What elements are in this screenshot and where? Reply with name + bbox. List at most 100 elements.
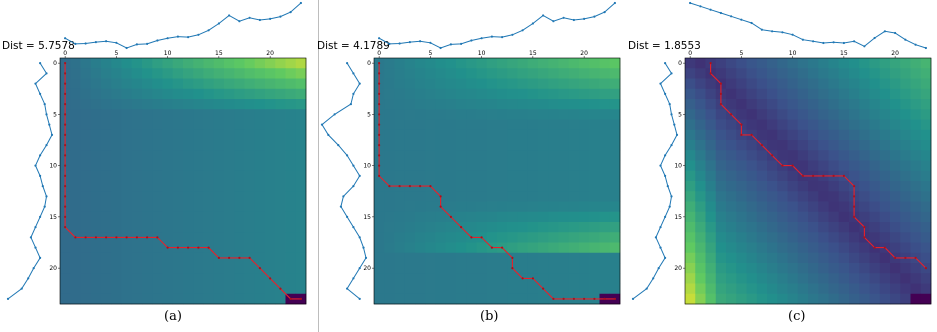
left-series-point: [645, 287, 648, 290]
heatmap-cell: [797, 68, 809, 79]
heatmap-cell: [859, 242, 870, 254]
heatmap-cell: [394, 211, 406, 223]
heatmap-cell: [609, 160, 621, 172]
heatmap-cell: [838, 283, 850, 295]
heatmap-cell: [507, 242, 518, 254]
heatmap-cell: [466, 211, 477, 223]
heatmap-cell: [435, 109, 447, 120]
left-series-point: [327, 133, 330, 136]
warping-path-point: [853, 205, 856, 208]
top-series-point: [238, 20, 241, 23]
heatmap-cell: [70, 201, 81, 213]
heatmap-cell: [517, 150, 529, 161]
heatmap-cell: [777, 88, 788, 100]
heatmap-cell: [849, 58, 860, 69]
heatmap-cell: [152, 170, 163, 182]
top-series-point: [125, 46, 128, 50]
heatmap-cell: [152, 201, 163, 213]
left-series-point: [346, 287, 349, 290]
heatmap-cell: [80, 273, 92, 284]
warping-path-point: [84, 236, 87, 239]
warping-path-point: [115, 236, 118, 239]
heatmap-cell: [70, 129, 81, 141]
heatmap-cell: [384, 222, 395, 233]
heatmap-cell: [435, 283, 447, 295]
heatmap-cell: [695, 232, 706, 243]
heatmap-cell: [828, 263, 840, 274]
heatmap-cell: [90, 263, 102, 274]
heatmap-cell: [890, 191, 901, 202]
top-series-point: [176, 35, 179, 38]
warping-path-point: [64, 144, 67, 147]
warping-path-point: [197, 246, 200, 249]
heatmap-cell: [486, 99, 498, 110]
heatmap-cell: [746, 109, 758, 120]
heatmap-cell: [507, 211, 518, 223]
heatmap-cell: [599, 119, 611, 131]
left-series-point: [668, 205, 671, 208]
heatmap-cell: [193, 263, 204, 274]
heatmap-cell: [900, 181, 911, 192]
heatmap-cell: [121, 109, 133, 120]
heatmap-cell: [849, 293, 860, 305]
heatmap-cell: [507, 99, 518, 110]
heatmap-cell: [435, 99, 447, 110]
heatmap-cell: [726, 119, 737, 131]
heatmap-cell: [920, 273, 932, 284]
heatmap-cell: [797, 129, 809, 141]
heatmap-cell: [527, 68, 539, 79]
heatmap-cell: [818, 222, 829, 233]
heatmap-cell: [131, 170, 143, 182]
top-series-point: [873, 36, 876, 40]
heatmap-cell: [869, 170, 881, 182]
heatmap-cell: [849, 129, 860, 141]
heatmap-cell: [527, 293, 539, 305]
heatmap-cell: [486, 129, 498, 141]
warping-path-point: [64, 92, 67, 95]
heatmap-cell: [685, 170, 696, 182]
top-series-point: [135, 43, 138, 46]
heatmap-cell: [142, 99, 153, 110]
heatmap-cell: [910, 78, 922, 90]
heatmap-cell: [715, 150, 727, 161]
heatmap-cell: [609, 99, 621, 110]
heatmap-cell: [121, 242, 133, 254]
heatmap-cell: [705, 88, 717, 100]
y-tick-label: 15: [49, 214, 57, 221]
top-series-point: [166, 37, 169, 40]
warping-path-point: [105, 236, 108, 239]
heatmap-cell: [80, 201, 92, 213]
heatmap-cell: [384, 293, 395, 305]
heatmap-cell: [736, 181, 747, 192]
heatmap-cell: [609, 273, 621, 284]
heatmap-cell: [415, 160, 426, 172]
heatmap-cell: [890, 129, 901, 141]
heatmap-cell: [476, 140, 488, 151]
heatmap-cell: [849, 222, 860, 233]
heatmap-cell: [203, 191, 215, 202]
heatmap-cell: [384, 273, 395, 284]
heatmap-cell: [60, 273, 71, 284]
heatmap-cell: [879, 58, 891, 69]
heatmap-cell: [756, 191, 768, 202]
heatmap-cell: [787, 150, 799, 161]
heatmap-cell: [849, 109, 860, 120]
heatmap-cell: [254, 283, 266, 295]
heatmap-cell: [589, 160, 600, 172]
heatmap-cell: [818, 78, 829, 90]
warping-path-point: [771, 154, 774, 157]
heatmap-cell: [172, 201, 184, 213]
heatmap-cell: [152, 181, 163, 192]
heatmap-cell: [787, 170, 799, 182]
heatmap-cell: [445, 109, 457, 120]
heatmap-cell: [787, 181, 799, 192]
heatmap-cell: [476, 68, 488, 79]
heatmap-cell: [726, 242, 737, 254]
heatmap-cell: [162, 109, 174, 120]
heatmap-cell: [265, 109, 276, 120]
heatmap-cell: [415, 232, 426, 243]
heatmap-cell: [213, 170, 225, 182]
heatmap-cell: [507, 170, 518, 182]
